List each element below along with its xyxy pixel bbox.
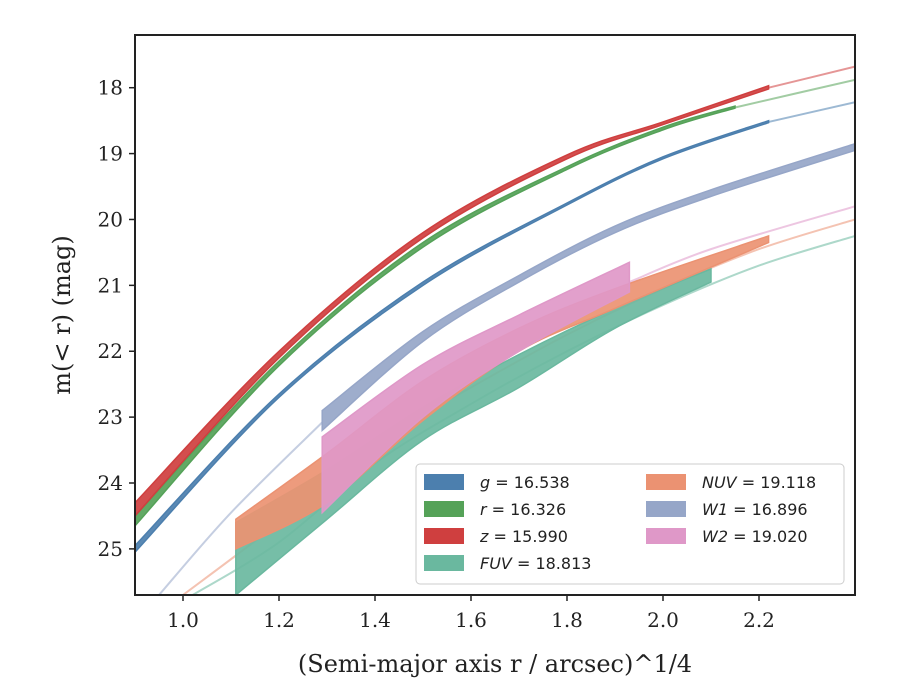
legend-swatch-3 xyxy=(424,555,464,571)
legend-entry-1: r = 16.326 xyxy=(480,500,566,519)
y-tick-label: 25 xyxy=(98,537,123,561)
legend-entry-4: NUV = 19.118 xyxy=(702,473,816,492)
legend-entry-2: z = 15.990 xyxy=(479,527,568,546)
plot-area xyxy=(135,65,855,595)
series-band-1 xyxy=(135,105,736,527)
y-tick-label: 23 xyxy=(98,405,123,429)
x-tick-label: 2.0 xyxy=(647,608,679,632)
legend-entry-6: W2 = 19.020 xyxy=(702,527,808,546)
x-tick-label: 1.8 xyxy=(551,608,583,632)
series-band-0 xyxy=(135,119,770,554)
y-axis-label: m(< r) (mag) xyxy=(48,235,76,394)
legend-entry-0: g = 16.538 xyxy=(480,473,570,492)
plot-frame xyxy=(134,34,856,596)
series-extension-2 xyxy=(768,65,855,89)
legend-swatch-2 xyxy=(424,528,464,544)
series-extension-6 xyxy=(629,205,855,283)
x-tick-label: 1.2 xyxy=(263,608,295,632)
y-tick-label: 20 xyxy=(98,207,123,231)
y-tick-label: 19 xyxy=(98,142,123,166)
legend-swatch-1 xyxy=(424,501,464,517)
series-extension-1 xyxy=(734,78,855,109)
y-tick-label: 18 xyxy=(98,76,123,100)
y-tick-label: 21 xyxy=(98,273,123,297)
y-tick-label: 22 xyxy=(98,339,123,363)
x-tick-label: 1.6 xyxy=(455,608,487,632)
legend-entry-5: W1 = 16.896 xyxy=(702,500,808,519)
legend-entry-3: FUV = 18.813 xyxy=(480,554,591,573)
x-tick-label: 1.0 xyxy=(167,608,199,632)
legend: g = 16.538 r = 16.326 z = 15.990 FUV = 18.8… xyxy=(415,463,845,585)
x-tick-label: 1.4 xyxy=(359,608,391,632)
series-extension-0 xyxy=(768,101,855,123)
series-band-5 xyxy=(321,142,855,432)
y-tick-label: 24 xyxy=(98,471,123,495)
series-extension-5 xyxy=(158,421,323,595)
x-axis: 1.0 1.2 1.4 1.6 1.8 2.0 2.2 xyxy=(167,595,775,632)
legend-swatch-6 xyxy=(646,528,686,544)
legend-swatch-0 xyxy=(424,474,464,490)
series-band-2 xyxy=(135,84,770,518)
series-band-6 xyxy=(321,261,631,515)
x-axis-label: (Semi-major axis r / arcsec)^1/4 xyxy=(298,650,692,678)
legend-box xyxy=(415,463,845,585)
legend-swatch-4 xyxy=(646,474,686,490)
legend-swatch-5 xyxy=(646,501,686,517)
x-tick-label: 2.2 xyxy=(743,608,775,632)
y-axis: 18 19 20 21 22 23 24 25 xyxy=(98,76,135,561)
